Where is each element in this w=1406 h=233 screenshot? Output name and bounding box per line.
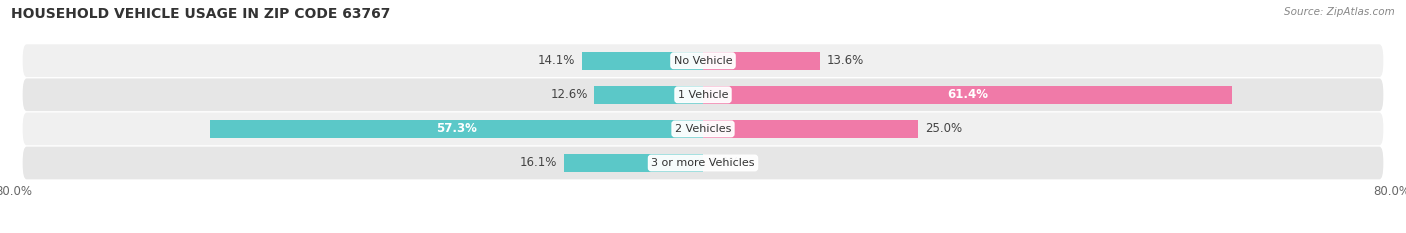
Text: 12.6%: 12.6% <box>550 88 588 101</box>
Text: 57.3%: 57.3% <box>436 122 477 135</box>
Bar <box>564 154 703 172</box>
FancyBboxPatch shape <box>22 79 1384 111</box>
FancyBboxPatch shape <box>22 147 1384 179</box>
Bar <box>703 86 1232 104</box>
FancyBboxPatch shape <box>22 113 1384 145</box>
Text: 14.1%: 14.1% <box>537 54 575 67</box>
Text: 16.1%: 16.1% <box>520 157 557 169</box>
Text: 0.0%: 0.0% <box>710 157 740 169</box>
Bar <box>595 86 703 104</box>
Text: 3 or more Vehicles: 3 or more Vehicles <box>651 158 755 168</box>
Text: HOUSEHOLD VEHICLE USAGE IN ZIP CODE 63767: HOUSEHOLD VEHICLE USAGE IN ZIP CODE 6376… <box>11 7 391 21</box>
Bar <box>703 52 820 70</box>
Bar <box>703 120 918 138</box>
FancyBboxPatch shape <box>22 44 1384 77</box>
Bar <box>582 52 703 70</box>
Text: 2 Vehicles: 2 Vehicles <box>675 124 731 134</box>
Text: 1 Vehicle: 1 Vehicle <box>678 90 728 100</box>
Text: 61.4%: 61.4% <box>946 88 988 101</box>
Text: 13.6%: 13.6% <box>827 54 865 67</box>
Bar <box>209 120 703 138</box>
Text: 25.0%: 25.0% <box>925 122 962 135</box>
Text: Source: ZipAtlas.com: Source: ZipAtlas.com <box>1284 7 1395 17</box>
Text: No Vehicle: No Vehicle <box>673 56 733 66</box>
